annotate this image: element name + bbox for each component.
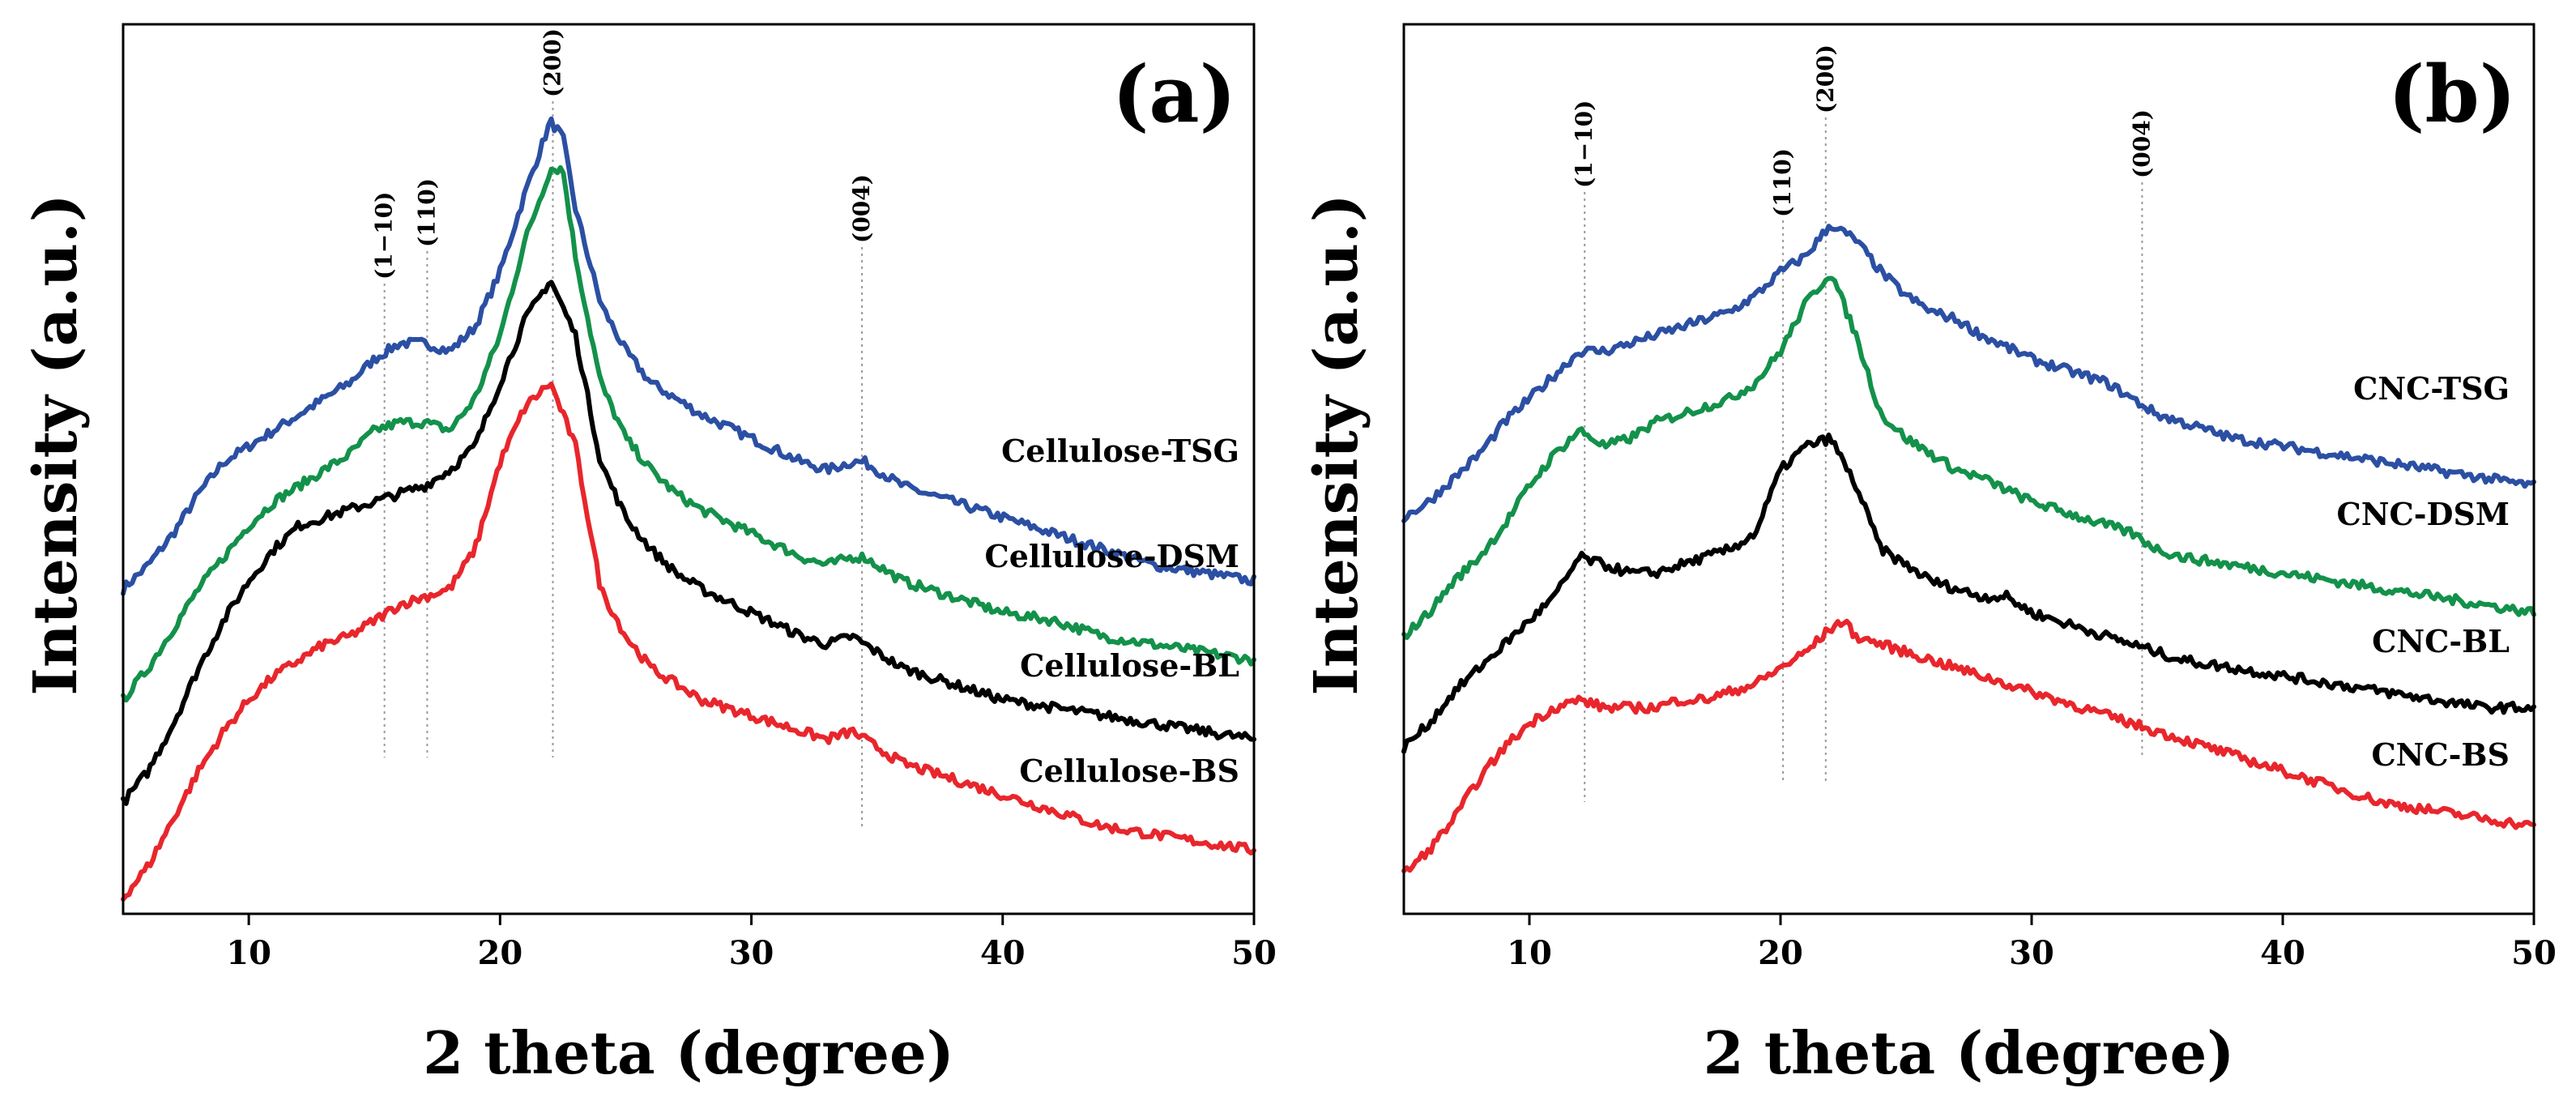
x-tick-label: 40 (2260, 934, 2305, 972)
reference-label: (004) (848, 174, 875, 243)
series-line-cnc-dsm (1401, 275, 2536, 640)
reference-label: (200) (1812, 45, 1839, 113)
panel-label: (a) (1112, 49, 1236, 140)
series-line-cellulose-dsm (121, 164, 1256, 703)
x-tick-label: 50 (2511, 934, 2557, 972)
series-line-cellulose-bl (121, 279, 1256, 806)
x-tick-label: 50 (1231, 934, 1277, 972)
series-line-cnc-tsg (1401, 224, 2536, 523)
series-label: CNC-DSM (2337, 496, 2510, 532)
series-label: Cellulose-TSG (1001, 433, 1239, 469)
chart-panel-b: (1−10) (110) (200) (004) CNC-TSG CNC-DSM CNC-B… (1302, 23, 2557, 1087)
x-tick-label: 10 (226, 934, 271, 972)
reference-label: (004) (2128, 109, 2155, 178)
x-tick-label: 40 (980, 934, 1026, 972)
reference-label: (110) (413, 178, 440, 247)
plot-frame (122, 23, 1256, 915)
x-axis-title: 2 theta (degree) (423, 1018, 954, 1087)
y-axis-title: Intensity (a.u.) (1302, 194, 1371, 696)
series-label: CNC-BS (2371, 736, 2510, 773)
chart-panel-a: (1−10) (110) (200) (004) Cellulose-TSG Cellul… (21, 23, 1277, 1087)
x-tick-label: 30 (2009, 934, 2054, 972)
y-axis-title: Intensity (a.u.) (21, 194, 91, 696)
reference-label: (1−10) (371, 192, 398, 279)
panel-label: (b) (2388, 49, 2516, 140)
series-label: Cellulose-BL (1020, 647, 1239, 684)
series-line-cnc-bl (1401, 432, 2536, 754)
series-label: Cellulose-DSM (984, 538, 1239, 574)
x-tick-label: 10 (1507, 934, 1552, 972)
reference-label: (110) (1769, 148, 1796, 217)
series-label: CNC-BL (2372, 623, 2510, 659)
reference-label: (200) (539, 28, 565, 97)
x-tick-label: 30 (729, 934, 774, 972)
series-line-cnc-bs (1401, 618, 2536, 873)
plot-frame (1402, 23, 2535, 915)
x-tick-label: 20 (1758, 934, 1803, 972)
reference-label: (1−10) (1571, 100, 1597, 188)
series-label: Cellulose-BS (1019, 753, 1239, 789)
series-label: CNC-TSG (2353, 370, 2510, 407)
x-tick-label: 20 (477, 934, 522, 972)
series-line-cellulose-bs (121, 381, 1256, 902)
x-axis-title: 2 theta (degree) (1704, 1018, 2235, 1087)
series-line-cellulose-tsg (121, 116, 1256, 596)
